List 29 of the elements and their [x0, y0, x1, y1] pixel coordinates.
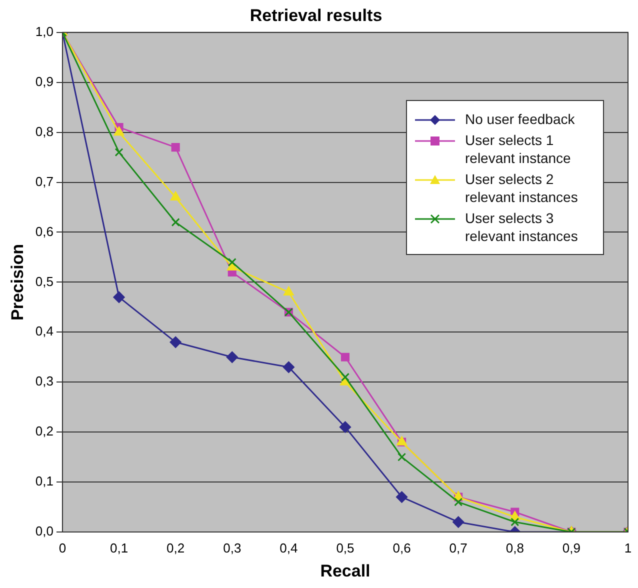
legend-label: User selects 3 relevant instances: [465, 209, 579, 246]
y-tick-label: 0,5: [35, 274, 54, 289]
y-tick-label: 0,2: [35, 424, 54, 439]
x-tick-label: 0,4: [280, 540, 298, 556]
x-tick-label: 0,9: [562, 540, 580, 556]
legend-label: User selects 1 relevant instance: [465, 131, 572, 168]
x-tick-label: 0,2: [166, 540, 185, 556]
y-tick-label: 0,7: [35, 174, 54, 189]
y-tick-label: 0,0: [35, 524, 54, 539]
y-tick-label: 0,1: [35, 474, 54, 489]
x-tick-label: 0,6: [392, 540, 411, 556]
x-tick-label: 0: [58, 540, 66, 556]
x-tick-label: 0,1: [110, 540, 128, 556]
x-tick-label: 1: [624, 540, 632, 556]
x-tick-label: 0,8: [506, 540, 524, 556]
y-tick-label: 0,3: [35, 374, 54, 389]
y-tick-label: 0,6: [35, 224, 54, 239]
y-tick-label: 0,8: [35, 124, 54, 139]
chart-title: Retrieval results: [250, 6, 382, 25]
x-tick-label: 0,7: [449, 540, 468, 556]
x-axis-title: Recall: [320, 561, 370, 580]
y-tick-label: 0,9: [35, 74, 54, 89]
legend-label: User selects 2 relevant instances: [465, 170, 579, 206]
y-tick-label: 0,4: [35, 324, 54, 339]
y-axis-title: Precision: [8, 244, 27, 320]
x-tick-label: 0,3: [223, 540, 242, 556]
y-tick-label: 1,0: [35, 24, 54, 39]
x-tick-label: 0,5: [336, 540, 354, 556]
legend-label: No user feedback: [465, 110, 575, 128]
